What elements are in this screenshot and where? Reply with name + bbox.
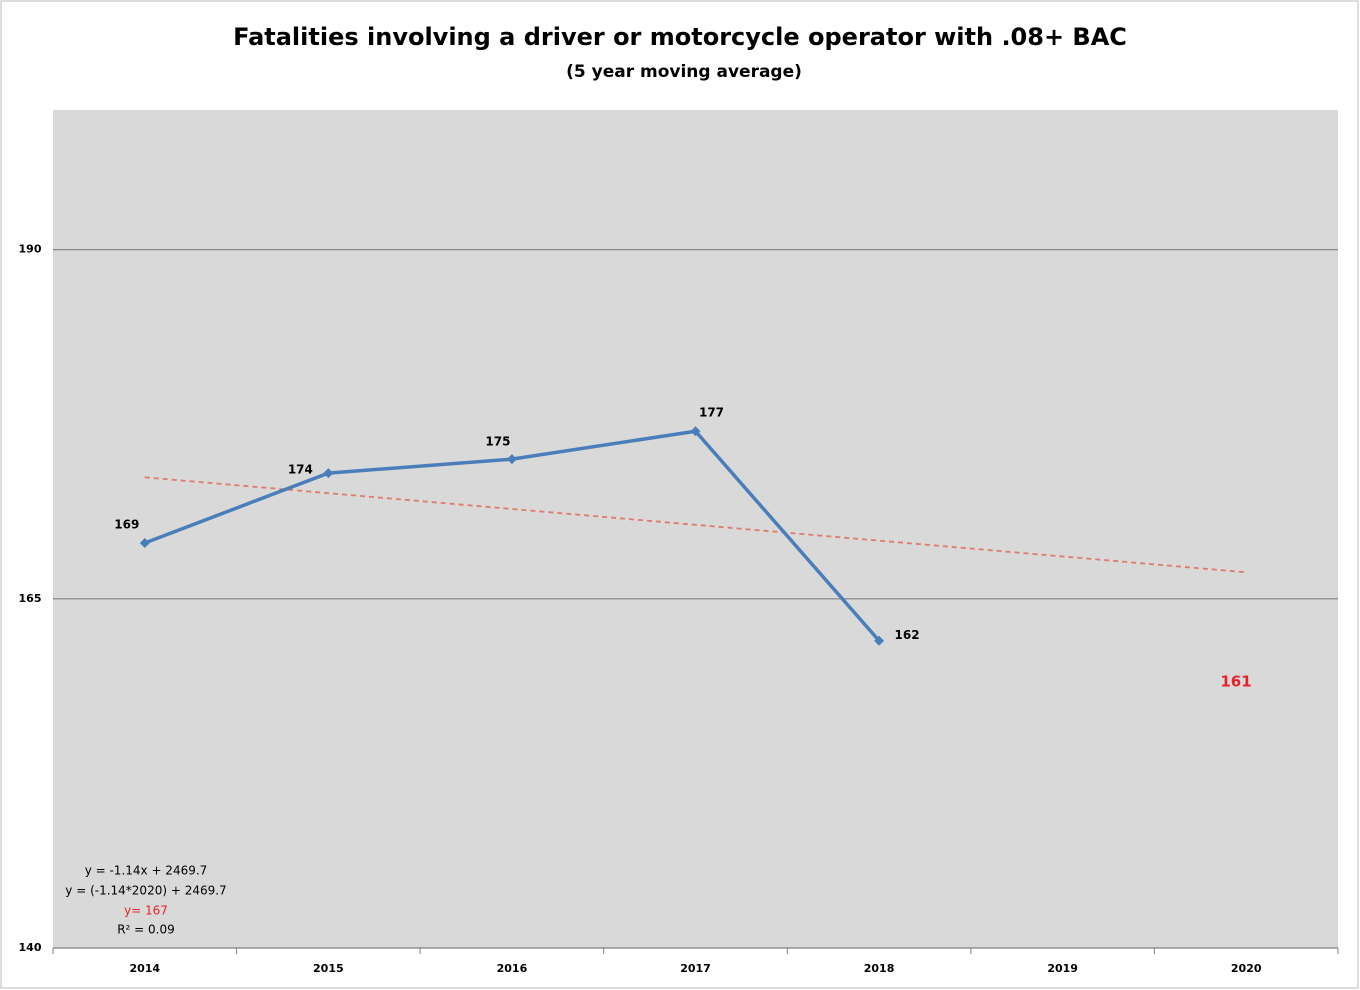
data-label: 174 <box>288 463 313 477</box>
data-label: 177 <box>699 406 724 420</box>
x-tick-label: 2015 <box>313 962 344 975</box>
chart-subtitle: (5 year moving average) <box>566 62 802 82</box>
data-point <box>874 635 885 646</box>
data-point <box>323 468 334 479</box>
trendline <box>144 476 1247 574</box>
equation: y = -1.14x + 2469.7 <box>85 864 208 878</box>
data-label: 175 <box>485 435 510 449</box>
data-point <box>690 426 701 437</box>
x-tick-label: 2014 <box>129 962 160 975</box>
equation-result: y= 167 <box>124 904 168 918</box>
data-point <box>506 454 517 465</box>
forecast-label: 161 <box>1220 673 1251 691</box>
x-tick-label: 2020 <box>1231 962 1262 975</box>
y-tick-label: 165 <box>19 592 42 605</box>
x-tick-label: 2018 <box>864 962 895 975</box>
r-squared: R² = 0.09 <box>117 923 175 937</box>
x-tick-label: 2016 <box>497 962 528 975</box>
y-tick-label: 140 <box>19 941 42 954</box>
equation: y = (-1.14*2020) + 2469.7 <box>65 884 226 898</box>
data-label: 169 <box>114 517 139 531</box>
x-tick-label: 2017 <box>680 962 711 975</box>
y-tick-label: 190 <box>19 243 42 256</box>
data-label: 162 <box>895 628 920 642</box>
chart-title: Fatalities involving a driver or motorcy… <box>233 23 1127 51</box>
x-tick-label: 2019 <box>1047 962 1078 975</box>
plot-area <box>53 110 1338 948</box>
data-point <box>139 537 150 548</box>
